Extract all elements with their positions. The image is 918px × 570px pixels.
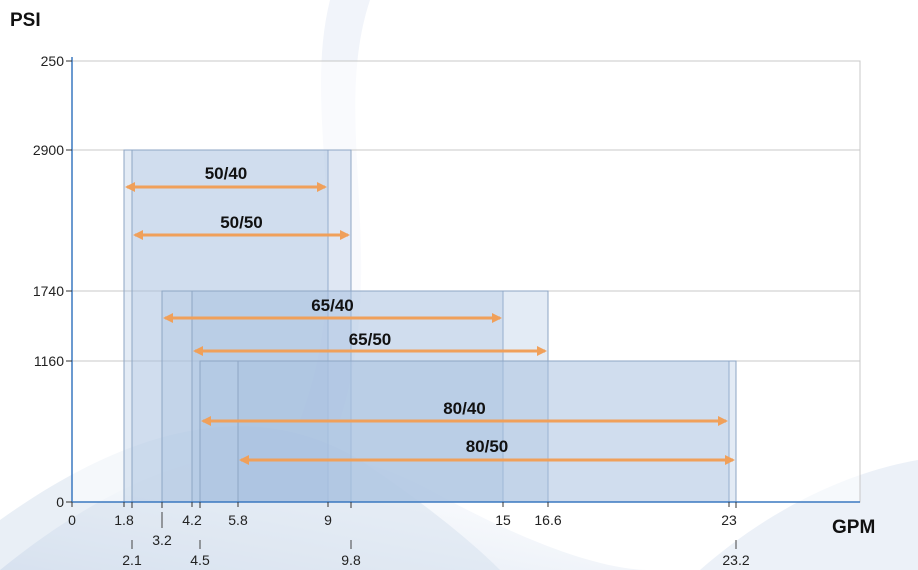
- range-label: 50/50: [220, 213, 263, 232]
- x-tick-label: 9: [324, 512, 332, 528]
- x-tick-label: 1.8: [114, 512, 134, 528]
- y-tick-label: 0: [56, 494, 64, 510]
- range-label: 50/40: [205, 164, 248, 183]
- range-box: [161, 290, 504, 503]
- y-axis-title: PSI: [10, 10, 41, 31]
- x-tick-label: 0: [68, 512, 76, 528]
- range-label: 80/40: [443, 399, 486, 418]
- y-tick-label: 250: [41, 53, 65, 69]
- y-tick-label: 1740: [33, 283, 64, 299]
- x-tick-label: 3.2: [152, 532, 172, 548]
- x-tick-label: 2.1: [122, 552, 142, 568]
- x-axis-title: GPM: [832, 517, 875, 538]
- x-tick-label: 23.2: [722, 552, 749, 568]
- range-box: [237, 360, 737, 503]
- x-tick-label: 16.6: [534, 512, 561, 528]
- x-tick-label: 15: [495, 512, 511, 528]
- range-box: [199, 360, 730, 503]
- range-box: [191, 290, 549, 503]
- x-tick-label: 9.8: [341, 552, 361, 568]
- x-tick-label: 4.5: [190, 552, 210, 568]
- x-tick-label: 4.2: [182, 512, 202, 528]
- y-tick-label: 2900: [33, 142, 64, 158]
- range-box: [123, 149, 329, 503]
- range-label: 65/50: [349, 330, 392, 349]
- y-tick-label: 1160: [34, 353, 64, 369]
- range-label: 65/40: [311, 296, 354, 315]
- x-tick-label: 23: [721, 512, 737, 528]
- range-label: 80/50: [466, 437, 509, 456]
- x-tick-label: 5.8: [228, 512, 248, 528]
